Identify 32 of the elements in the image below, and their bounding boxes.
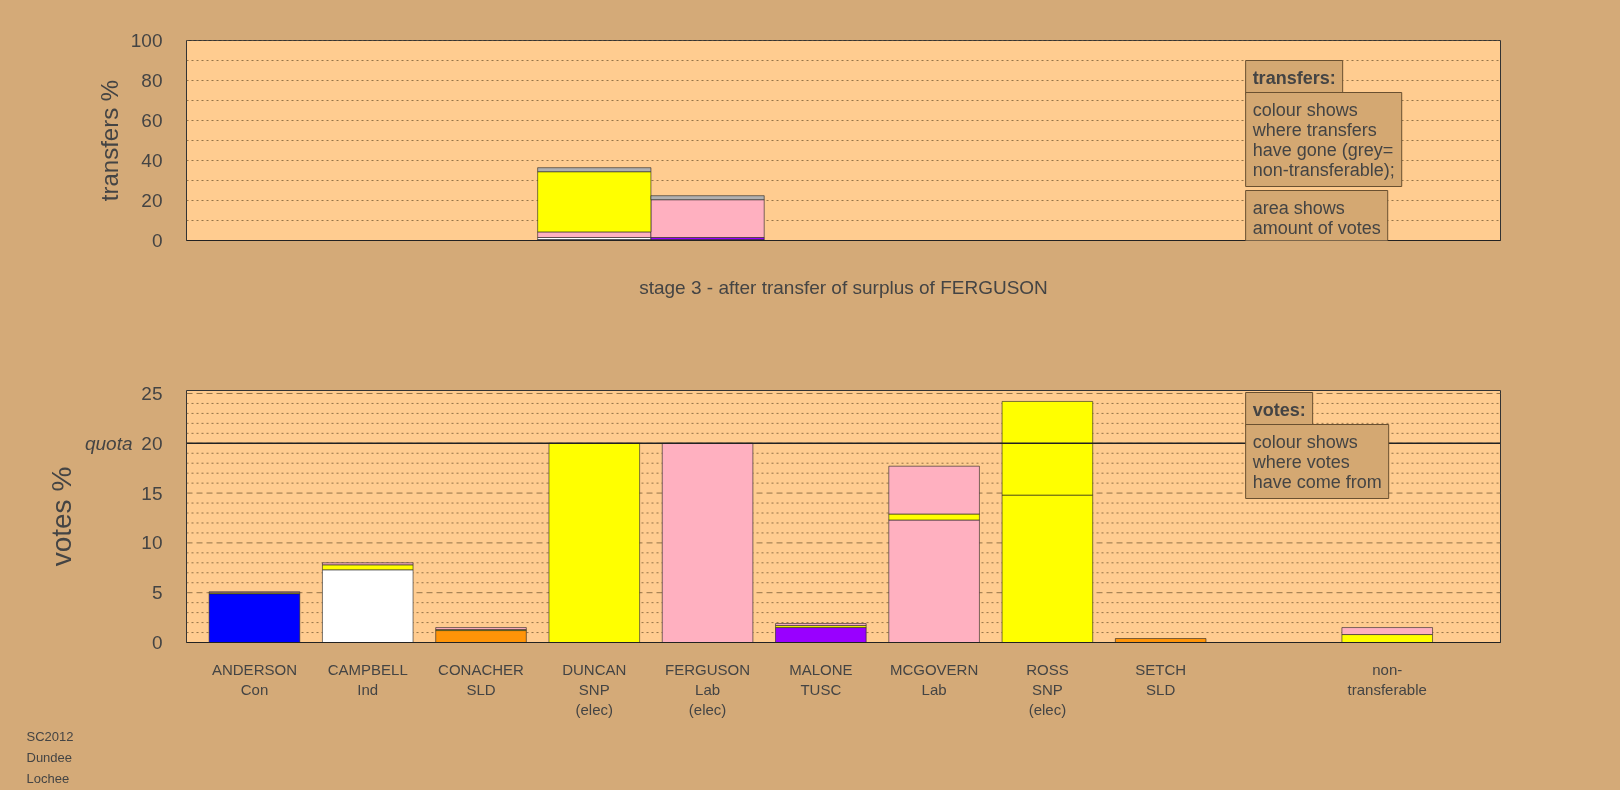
y-tick-label: 0 [151,632,163,653]
y-tick-label: 0 [151,230,163,251]
text: SC2012 Dundee Lochee [26,728,74,786]
x-tick-label: FERGUSON Lab (elec) [665,660,751,719]
y-tick-label: 100 [130,30,163,51]
y-tick-label: 80 [141,70,163,91]
x-tick-label: ANDERSON Con [211,660,297,698]
x-tick-label: MCGOVERN Lab [889,660,979,698]
x-tick-label: SETCH SLD [1135,660,1187,698]
y-tick-label: 15 [141,482,163,504]
annotation: area shows amount of votes [1252,197,1381,238]
x-tick-label: non- transferable [1347,660,1427,698]
annotation: transfers: [1252,67,1336,88]
x-axis-title: stage 3 - after transfer of surplus of FERGUSON [639,276,1048,298]
x-tick-label: CAMPBELL Ind [327,660,408,698]
x-tick-label: MALONE TUSC [789,660,853,698]
x-tick-label: DUNCAN SNP (elec) [562,660,627,719]
y-tick-label: 60 [141,110,163,131]
y-tick-label: 20 [141,432,163,454]
annotation: votes: [1252,399,1306,420]
y-tick-label: 10 [141,532,163,554]
y-tick-label: 20 [141,190,163,211]
x-tick-label: CONACHER SLD [438,660,525,698]
y-tick-label: 40 [141,150,163,171]
y-axis-title: votes % [45,466,77,567]
y-tick-label: 25 [141,382,163,404]
ref-line-label: quota [84,432,133,454]
annotation: colour shows where votes have come from [1251,431,1382,492]
y-axis-title: transfers % [95,79,123,202]
annotation: colour shows where transfers have gone (grey= non-transferable); [1251,99,1395,180]
x-tick-label: ROSS SNP (elec) [1026,660,1069,719]
y-tick-label: 5 [151,582,163,604]
